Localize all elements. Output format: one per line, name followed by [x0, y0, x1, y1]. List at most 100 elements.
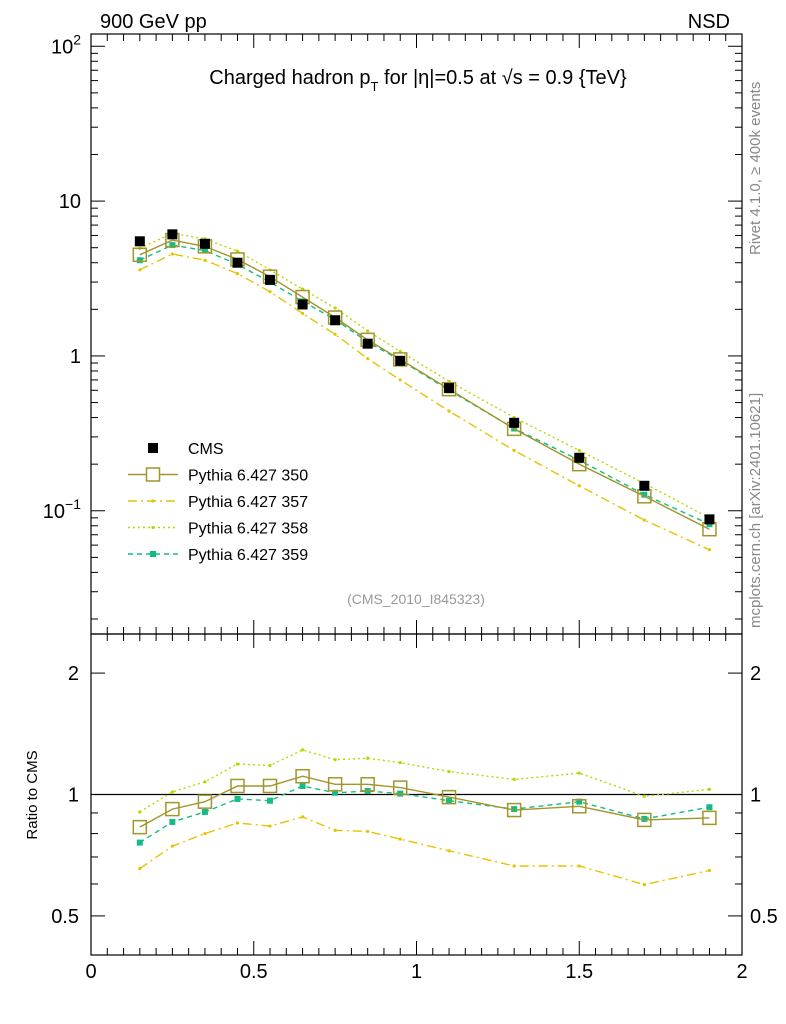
ratio-marker [136, 839, 143, 846]
main-data-point [395, 355, 406, 366]
main-data-point [444, 383, 455, 394]
ratio-series-line [139, 749, 710, 813]
main-marker [577, 484, 581, 488]
main-data-point [330, 315, 341, 326]
ratio-marker [576, 798, 583, 805]
legend-entry: Pythia 6.427 350 [128, 467, 308, 485]
ratio-marker [392, 780, 408, 795]
main-marker [441, 381, 457, 397]
mcplots-citation: mcplots.cern.ch [arXiv:2401.10621] [747, 393, 764, 628]
main-data-point [704, 514, 715, 525]
main-marker [512, 448, 516, 453]
ratio-marker [138, 810, 142, 814]
ratio-marker [447, 849, 451, 853]
legend-entry: Pythia 6.427 359 [128, 547, 308, 564]
main-series-pythia-6-427-350 [132, 232, 717, 537]
ratio-marker [506, 802, 522, 818]
ratio-marker [707, 787, 712, 791]
ratio-marker [641, 815, 648, 822]
legend-marker [150, 551, 156, 557]
ratio-marker [512, 864, 516, 868]
ratio-marker [642, 794, 646, 798]
ratio-marker [138, 867, 142, 871]
header-energy-label: 900 GeV pp [100, 11, 207, 33]
ratio-series-pythia-6-427-358 [138, 748, 712, 814]
ratio-marker [577, 864, 581, 868]
main-marker [333, 332, 337, 336]
legend-entry: CMS [148, 441, 224, 458]
ratio-marker [360, 777, 375, 792]
ratio-marker [332, 789, 339, 796]
x-tick-label: 1 [411, 961, 422, 983]
main-data-point [509, 417, 520, 428]
main-y-tick-label: 102 [51, 31, 81, 58]
main-marker [203, 258, 207, 262]
main-panel-frame [90, 33, 743, 635]
ratio-marker [707, 868, 712, 873]
ratio-marker [637, 812, 652, 828]
legend-marker [151, 499, 155, 503]
legend: CMS Pythia 6.427 350 Pythia 6.427 357 Pythi… [128, 441, 308, 564]
main-series-line [139, 232, 710, 519]
main-marker [641, 491, 648, 498]
main-data-point [265, 274, 276, 285]
ratio-series-group [132, 748, 717, 887]
main-marker [169, 242, 176, 249]
main-data-point [232, 257, 243, 268]
legend-entry: Pythia 6.427 357 [128, 494, 308, 511]
main-y-tick-label: 1 [70, 346, 81, 368]
ratio-marker [398, 837, 402, 841]
main-marker [136, 257, 143, 264]
ratio-marker [267, 797, 274, 804]
ratio-marker [572, 799, 587, 814]
header-process-label: NSD [688, 11, 730, 33]
ratio-marker [642, 882, 646, 887]
main-marker [398, 378, 402, 382]
ratio-marker [165, 801, 180, 817]
ratio-marker [170, 790, 174, 794]
ratio-marker [268, 763, 272, 768]
main-data-point [297, 299, 308, 310]
x-tick-label: 0 [85, 961, 96, 983]
x-tick-label: 0.5 [240, 961, 268, 983]
ratio-marker [203, 831, 207, 836]
ratio-marker [299, 782, 306, 789]
ratio-marker [706, 804, 713, 811]
ratio-marker [446, 797, 453, 804]
rivet-version-note: Rivet 4.1.0, ≥ 400k events [747, 82, 764, 255]
ratio-y-tick-label-left: 1 [68, 785, 79, 807]
ratio-marker [300, 748, 305, 752]
main-marker [447, 409, 451, 413]
ratio-marker [333, 758, 337, 762]
ratio-y-tick-label-right: 0.5 [750, 906, 778, 928]
ratio-marker [230, 778, 245, 794]
legend-label: Pythia 6.427 357 [188, 494, 308, 511]
ratio-marker [295, 768, 310, 784]
legend-entry: Pythia 6.427 358 [128, 521, 308, 538]
main-data-point [134, 236, 145, 247]
main-data-point [639, 480, 650, 491]
main-series-pythia-6-427-357 [138, 252, 712, 552]
ratio-marker [577, 771, 581, 775]
ratio-marker [333, 828, 337, 832]
main-marker [577, 448, 581, 453]
main-marker [392, 352, 408, 367]
x-axis-ticks: 0 0.5 1 1.5 2 [85, 34, 748, 983]
ratio-marker [702, 810, 717, 826]
main-marker [333, 306, 337, 310]
main-marker [132, 247, 148, 263]
legend-marker [151, 525, 155, 530]
analysis-id-label: (CMS_2010_I845323) [347, 591, 485, 607]
ratio-y-tick-label-right: 2 [750, 663, 761, 685]
ratio-marker [235, 821, 240, 825]
legend-label: Pythia 6.427 358 [188, 521, 308, 538]
ratio-y-tick-label-right: 1 [750, 785, 761, 807]
ratio-series-line [139, 775, 710, 828]
main-y-tick-label: 10 [59, 191, 81, 213]
ratio-marker [512, 777, 516, 782]
ratio-series-pythia-6-427-357 [138, 815, 712, 887]
x-tick-label: 2 [736, 961, 747, 983]
ratio-marker [327, 777, 343, 792]
ratio-marker [201, 808, 208, 815]
ratio-y-axis-label: Ratio to CMS [24, 750, 41, 839]
